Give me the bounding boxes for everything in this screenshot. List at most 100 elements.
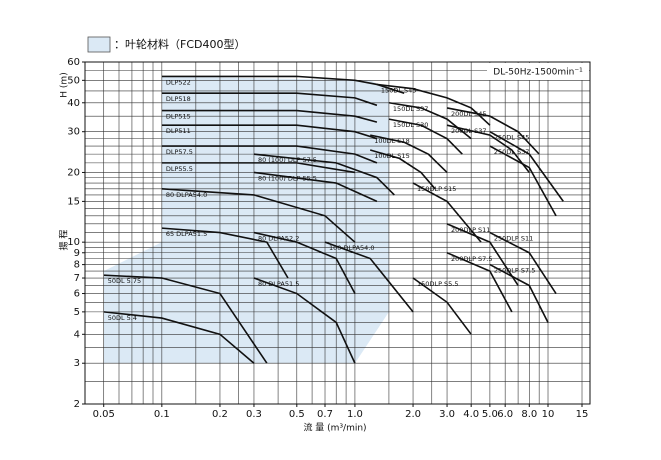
curve-label: DLP57.5 [166,148,193,156]
y-tick-label: 2 [74,399,80,410]
x-tick-label: 4.0 [463,409,479,420]
head-curve [446,252,513,313]
curve-label: 80 DLPA51.5 [258,280,299,288]
y-tick-label: 50 [67,75,80,86]
head-curve [161,109,378,123]
curve-label: 100DL S18 [374,137,410,145]
head-curve [253,153,395,196]
y-tick-label: 7 [74,273,80,284]
y-tick-label: 40 [67,98,80,109]
title-box [487,63,589,80]
head-curve [489,263,549,323]
x-tick-label: 5.0 [482,409,498,420]
curve-label: 150DLP S5.5 [417,280,458,288]
x-axis-label: 流 量 (m³/min) [303,422,366,434]
x-tick-label: 1.0 [347,409,363,420]
curve-label: 50DL 5.75 [108,277,141,285]
curve-label: 250DL S37 [494,148,530,156]
y-tick-label: 60 [67,57,80,68]
head-curve [161,75,405,94]
y-tick-label: 20 [67,167,80,178]
head-curve [489,231,557,294]
y-axis-label-2: 揚 程 [58,230,70,251]
head-curve [161,188,356,243]
curve-label: 150DL S37 [393,105,429,113]
curve-label: 65 DLPA51.5 [166,230,207,238]
x-tick-label: 8.0 [521,409,537,420]
curve-label: 150DL S45 [381,86,417,94]
x-tick-label: 0.3 [246,409,262,420]
plot-frame [84,61,591,405]
y-axis-label: H (m) [60,72,70,97]
curve-label: 80 DLPA52.2 [258,235,299,243]
x-tick-label: 0.1 [154,409,170,420]
y-tick-label: 4 [74,329,80,340]
curve-label: 100DL S15 [374,152,410,160]
head-curve [253,277,356,364]
y-tick-label: 8 [74,260,80,271]
curve-label: 200DLP S7.5 [451,255,492,263]
head-curve [489,145,557,217]
curve-label: 200DL S45 [451,110,487,118]
head-curve [412,277,472,335]
x-tick-label: 6.0 [497,409,513,420]
head-curve [253,231,356,294]
x-tick-label: 0.5 [289,409,305,420]
x-tick-label: 15 [576,409,589,420]
curve-label: DLP518 [166,95,191,103]
head-curve [412,182,482,243]
y-tick-label: 30 [67,127,80,138]
legend-swatch [87,36,111,53]
head-curve [446,107,540,155]
head-curve [370,134,448,174]
head-curve [388,118,463,155]
head-curve [161,145,378,164]
head-curve [489,131,564,202]
curve-label: 80 (100) DLP 57.5 [258,156,317,164]
head-curve [161,227,289,279]
head-curve [253,171,378,203]
curve-label: 200DL S37 [451,127,487,135]
curve-label: 150DL S30 [393,121,429,129]
y-tick-label: 15 [67,196,80,207]
x-tick-label: 0.7 [317,409,333,420]
x-tick-label: 0.05 [93,409,115,420]
curve-label: 250DL S45 [494,134,530,142]
head-curve [161,124,378,140]
head-curve [103,311,255,364]
x-tick-label: 10 [542,409,555,420]
head-curve [161,92,378,107]
x-tick-label: 0.2 [212,409,228,420]
curve-label: 100 DLPA54.0 [329,244,375,252]
fcd400-region [103,76,389,364]
curve-label: DLP522 [166,78,191,86]
y-tick-label: 3 [74,358,80,369]
head-curve [161,162,356,174]
head-curve [369,149,436,190]
y-tick-label: 10 [67,237,80,248]
curve-label: 150DLP S15 [417,185,456,193]
y-tick-label: 6 [74,289,80,300]
head-curve [446,223,519,286]
head-curve [388,101,472,140]
legend-label: ：叶轮材料（FCD400型） [114,37,245,51]
curve-label: 250DLP S7.5 [494,267,535,275]
head-curve [103,274,268,364]
curve-label: DLP515 [166,113,191,121]
curve-label: 250DLP S11 [494,235,533,243]
head-curve [324,241,414,313]
x-tick-label: 3.0 [439,409,455,420]
curve-label: 200DLP S11 [451,226,490,234]
curve-label: 80 DLPA54.0 [166,191,207,199]
curve-label: DLP55.5 [166,165,193,173]
y-tick-label: 5 [74,307,80,318]
plot-area: 0.05 0.1 0.2 0.3 0.5 0.7 1.0 2.0 3.0 4.0 5.0 6.0 8.0… [67,57,591,420]
curve-label: 50DL 5.4 [108,314,137,322]
y-tick-label: 9 [74,248,80,259]
head-curve [446,124,530,173]
x-tick-label: 2.0 [405,409,421,420]
curve-label: DLP511 [166,127,191,135]
chart-title: DL-50Hz-1500min⁻¹ [493,68,583,78]
curve-label: 80 (100) DLP 55.5 [258,174,317,182]
